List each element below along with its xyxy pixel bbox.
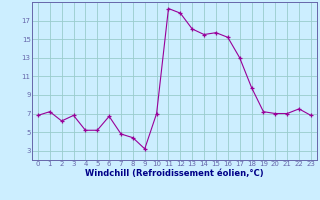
X-axis label: Windchill (Refroidissement éolien,°C): Windchill (Refroidissement éolien,°C) [85, 169, 264, 178]
